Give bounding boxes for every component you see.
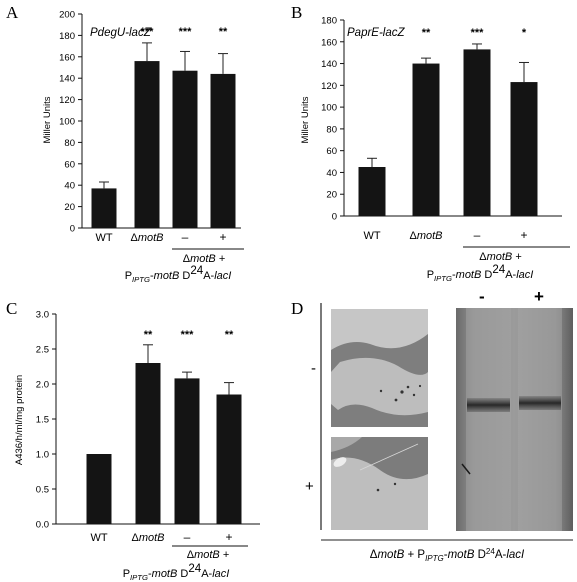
- significance-marker: ***: [471, 27, 485, 39]
- bar: [91, 188, 117, 228]
- panel-d-caption-text: ΔmotB + PIPTG-motB D24A-lacI: [370, 547, 525, 563]
- bar: [134, 61, 160, 228]
- y-tick-label: 20: [64, 202, 75, 213]
- y-tick-label: 0: [70, 224, 75, 235]
- bar: [135, 363, 161, 524]
- significance-marker: ***: [179, 26, 193, 38]
- y-tick-label: 40: [326, 168, 337, 179]
- photo-label-plus: +: [305, 478, 314, 495]
- panel-letter-c: C: [6, 299, 17, 318]
- panel-letter-b: B: [291, 3, 302, 22]
- y-tick-label: 60: [64, 159, 75, 170]
- y-tick-label: 0: [332, 212, 337, 223]
- significance-marker: *: [522, 27, 527, 39]
- panel-d-photos: - +: [305, 303, 428, 530]
- significance-marker: ***: [141, 26, 155, 38]
- gel-label-plus: +: [534, 287, 544, 306]
- y-tick-label: 0.0: [36, 520, 49, 531]
- y-axis-label: A436/h/ml/mg protein: [14, 375, 25, 465]
- y-tick-label: 2.0: [36, 380, 49, 391]
- y-tick-label: 2.5: [36, 345, 49, 356]
- photo-label-minus: -: [311, 360, 316, 377]
- x-label-minus: –: [184, 530, 191, 544]
- y-tick-label: 180: [59, 31, 75, 42]
- y-tick-label: 0.5: [36, 485, 49, 496]
- group-label-construct: PIPTG-motB D24A-lacI: [427, 264, 534, 283]
- x-label-plus: +: [520, 228, 527, 242]
- y-tick-label: 140: [59, 74, 75, 85]
- bar: [172, 70, 198, 229]
- x-label-minus: –: [182, 230, 189, 244]
- gel-band-plus: [519, 396, 561, 410]
- significance-marker: ***: [181, 329, 195, 341]
- group-label-delta: ΔmotB +: [183, 253, 226, 265]
- y-axis-label: Miller Units: [42, 96, 53, 143]
- group-label-delta: ΔmotB +: [187, 549, 230, 561]
- chart-panel-b: PaprE-lacZ 0 20 40 60 80 100 120 140 160 180 Mille…: [300, 16, 570, 283]
- panel-d-caption: ΔmotB + PIPTG-motB D24A-lacI: [321, 539, 573, 563]
- y-tick-label: 100: [59, 117, 75, 128]
- y-tick-label: 3.0: [36, 310, 49, 321]
- x-label-plus: +: [225, 530, 232, 544]
- bar: [510, 82, 538, 216]
- gel-image: - +: [456, 287, 573, 531]
- group-label-construct: PIPTG-motB D24A-lacI: [125, 265, 232, 284]
- y-axis-label: Miller Units: [300, 96, 311, 143]
- panel-letter-d: D: [291, 299, 303, 318]
- group-label-construct: PIPTG-motB D24A-lacI: [123, 563, 230, 582]
- x-label-delta-motb: ΔmotB: [409, 230, 442, 242]
- y-tick-label: 80: [326, 124, 337, 135]
- bar: [86, 454, 112, 524]
- gene-label-pdegu: PdegU-lacZ: [90, 27, 152, 39]
- x-label-wt: WT: [95, 232, 112, 244]
- chart-panel-c: 0.0 0.5 1.0 1.5 2.0 2.5 3.0 A436/h/ml/mg protei…: [14, 310, 260, 582]
- gel-band-minus: [467, 398, 510, 412]
- significance-marker: **: [219, 26, 228, 38]
- panel-letter-a: A: [6, 3, 19, 22]
- chart-panel-a: PdegU-lacZ 0 20 40 60 80 100 120 140 160 180 200 Mi…: [42, 10, 244, 284]
- group-label-delta: ΔmotB +: [479, 251, 522, 263]
- bar: [412, 63, 440, 216]
- x-label-plus: +: [219, 230, 226, 244]
- y-tick-label: 120: [59, 95, 75, 106]
- colony-photo-plus: [331, 437, 428, 530]
- y-tick-label: 100: [321, 103, 337, 114]
- y-tick-label: 200: [59, 10, 75, 21]
- significance-marker: **: [225, 329, 234, 341]
- bar: [174, 378, 200, 524]
- y-tick-label: 160: [321, 37, 337, 48]
- y-tick-label: 140: [321, 59, 337, 70]
- bar: [358, 167, 386, 216]
- gene-label-papre: PaprE-lacZ: [347, 27, 405, 39]
- bar: [463, 49, 491, 217]
- x-label-minus: –: [474, 228, 481, 242]
- y-tick-label: 1.5: [36, 415, 49, 426]
- y-tick-label: 160: [59, 52, 75, 63]
- significance-marker: **: [144, 329, 153, 341]
- gel-label-minus: -: [479, 287, 485, 306]
- colony-photo-minus: [331, 309, 428, 427]
- y-tick-label: 40: [64, 181, 75, 192]
- y-tick-label: 20: [326, 190, 337, 201]
- x-label-delta-motb: ΔmotB: [131, 532, 164, 544]
- bar: [210, 73, 236, 228]
- y-tick-label: 180: [321, 16, 337, 27]
- y-tick-label: 80: [64, 138, 75, 149]
- y-tick-label: 60: [326, 146, 337, 157]
- y-tick-label: 1.0: [36, 450, 49, 461]
- x-label-wt: WT: [363, 230, 380, 242]
- bar: [216, 394, 242, 524]
- x-label-wt: WT: [90, 532, 107, 544]
- significance-marker: **: [422, 27, 431, 39]
- y-tick-label: 120: [321, 81, 337, 92]
- x-label-delta-motb: ΔmotB: [130, 232, 163, 244]
